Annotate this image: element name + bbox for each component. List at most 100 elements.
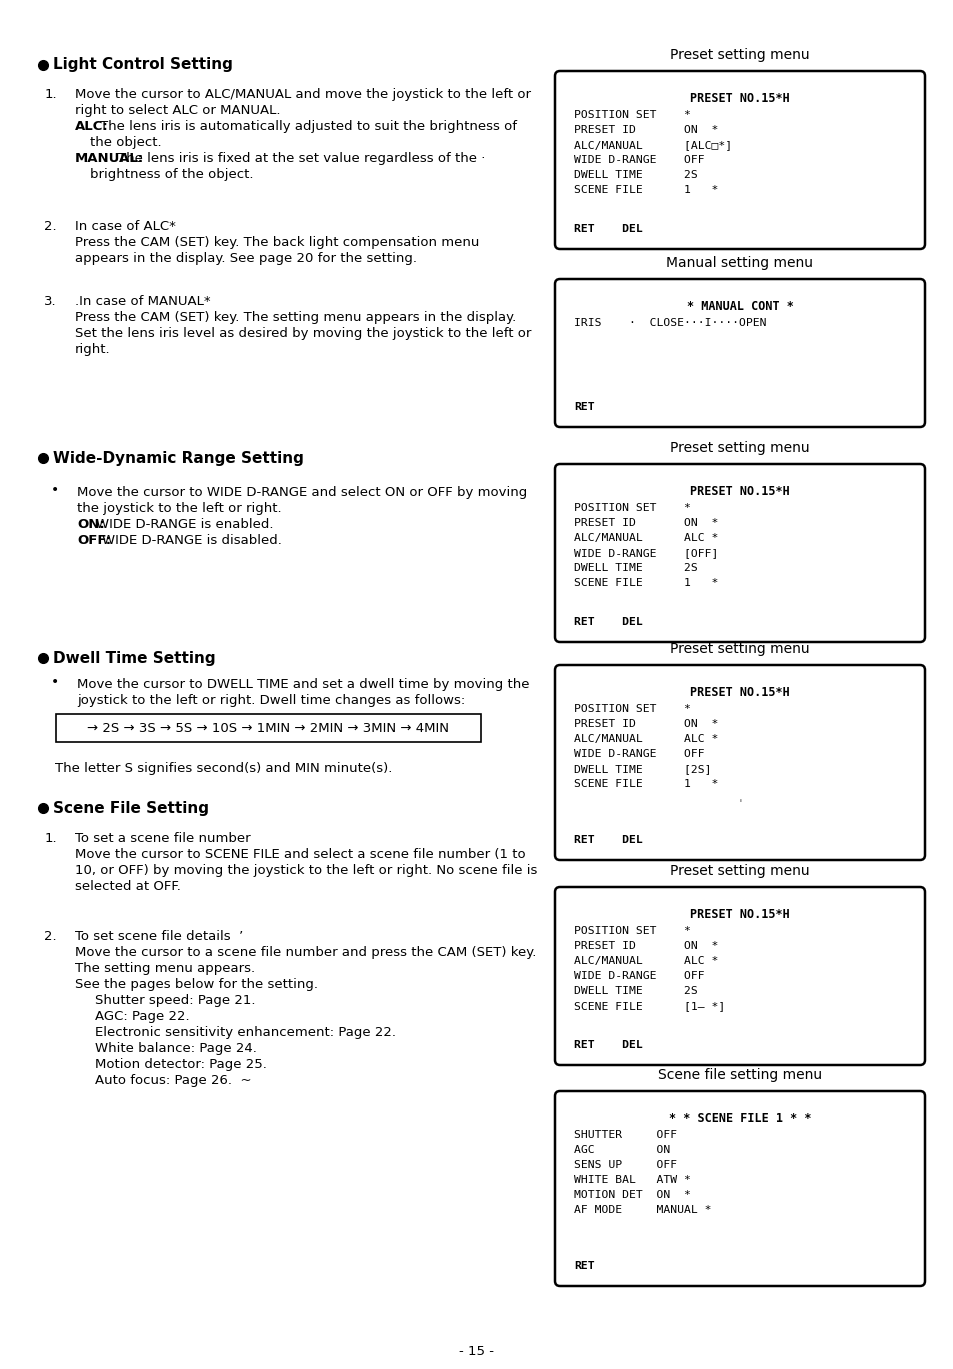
Text: DWELL TIME      2S: DWELL TIME 2S	[574, 563, 697, 574]
Text: Motion detector: Page 25.: Motion detector: Page 25.	[95, 1058, 267, 1071]
Text: Scene File Setting: Scene File Setting	[53, 801, 209, 816]
Text: .In case of MANUAL*: .In case of MANUAL*	[75, 294, 211, 308]
Text: See the pages below for the setting.: See the pages below for the setting.	[75, 977, 317, 991]
Text: joystick to the left or right. Dwell time changes as follows:: joystick to the left or right. Dwell tim…	[77, 694, 465, 706]
Text: OFF:: OFF:	[77, 534, 111, 548]
Text: RET    DEL: RET DEL	[574, 1040, 642, 1050]
FancyBboxPatch shape	[555, 887, 924, 1065]
Text: ALC/MANUAL      ALC *: ALC/MANUAL ALC *	[574, 533, 718, 543]
Text: POSITION SET    *: POSITION SET *	[574, 502, 690, 513]
Text: POSITION SET    *: POSITION SET *	[574, 704, 690, 715]
Text: IRIS    ·  CLOSE···I····OPEN: IRIS · CLOSE···I····OPEN	[574, 318, 765, 329]
Text: PRESET NO.15*H: PRESET NO.15*H	[689, 686, 789, 700]
Text: POSITION SET    *: POSITION SET *	[574, 110, 690, 120]
Text: Set the lens iris level as desired by moving the joystick to the left or: Set the lens iris level as desired by mo…	[75, 327, 531, 340]
Text: SENS UP     OFF: SENS UP OFF	[574, 1160, 677, 1170]
Text: ALC/MANUAL      ALC *: ALC/MANUAL ALC *	[574, 734, 718, 743]
Text: 2.: 2.	[45, 220, 57, 233]
FancyBboxPatch shape	[555, 665, 924, 860]
Text: ˈ: ˈ	[737, 799, 742, 809]
Text: PRESET ID       ON  *: PRESET ID ON *	[574, 719, 718, 730]
Text: WIDE D-RANGE is enabled.: WIDE D-RANGE is enabled.	[95, 517, 273, 531]
Bar	[56, 715, 480, 742]
Text: AGC         ON: AGC ON	[574, 1144, 670, 1155]
Text: WIDE D-RANGE    OFF: WIDE D-RANGE OFF	[574, 155, 704, 166]
Text: WIDE D-RANGE is disabled.: WIDE D-RANGE is disabled.	[102, 534, 281, 548]
Text: MOTION DET  ON  *: MOTION DET ON *	[574, 1190, 690, 1201]
Text: RET    DEL: RET DEL	[574, 617, 642, 627]
FancyBboxPatch shape	[555, 279, 924, 427]
Text: PRESET ID       ON  *: PRESET ID ON *	[574, 517, 718, 528]
Text: ALC/MANUAL      [ALC□*]: ALC/MANUAL [ALC□*]	[574, 140, 731, 151]
Text: PRESET ID       ON  *: PRESET ID ON *	[574, 125, 718, 136]
Text: Preset setting menu: Preset setting menu	[670, 864, 809, 878]
Text: Shutter speed: Page 21.: Shutter speed: Page 21.	[95, 994, 255, 1008]
Text: The lens iris is fixed at the set value regardless of the ·: The lens iris is fixed at the set value …	[118, 152, 485, 166]
Text: In case of ALC*: In case of ALC*	[75, 220, 175, 233]
Text: Auto focus: Page 26.  ~: Auto focus: Page 26. ~	[95, 1075, 252, 1087]
Text: the object.: the object.	[90, 136, 161, 149]
Text: ALC:: ALC:	[75, 120, 109, 133]
Text: Wide-Dynamic Range Setting: Wide-Dynamic Range Setting	[53, 450, 304, 465]
Text: Electronic sensitivity enhancement: Page 22.: Electronic sensitivity enhancement: Page…	[95, 1025, 395, 1039]
Text: Move the cursor to SCENE FILE and select a scene file number (1 to: Move the cursor to SCENE FILE and select…	[75, 847, 525, 861]
Text: 2.: 2.	[45, 930, 57, 943]
Text: Dwell Time Setting: Dwell Time Setting	[53, 650, 215, 665]
Text: The letter S signifies second(s) and MIN minute(s).: The letter S signifies second(s) and MIN…	[55, 763, 392, 775]
Text: brightness of the object.: brightness of the object.	[90, 168, 253, 181]
Text: To set a scene file number: To set a scene file number	[75, 832, 251, 845]
Text: Scene file setting menu: Scene file setting menu	[658, 1068, 821, 1082]
FancyBboxPatch shape	[555, 71, 924, 249]
Text: Press the CAM (SET) key. The setting menu appears in the display.: Press the CAM (SET) key. The setting men…	[75, 311, 516, 324]
FancyBboxPatch shape	[555, 464, 924, 642]
Text: MANUAL:: MANUAL:	[75, 152, 144, 166]
Text: ALC/MANUAL      ALC *: ALC/MANUAL ALC *	[574, 956, 718, 967]
Text: AGC: Page 22.: AGC: Page 22.	[95, 1010, 190, 1023]
Text: •: •	[51, 675, 59, 689]
Text: RET    DEL: RET DEL	[574, 225, 642, 234]
Text: → 2S → 3S → 5S → 10S → 1MIN → 2MIN → 3MIN → 4MIN: → 2S → 3S → 5S → 10S → 1MIN → 2MIN → 3MI…	[88, 721, 449, 735]
Text: WIDE D-RANGE    [OFF]: WIDE D-RANGE [OFF]	[574, 548, 718, 559]
Text: SCENE FILE      1   *: SCENE FILE 1 *	[574, 578, 718, 589]
Text: To set scene file details  ’: To set scene file details ’	[75, 930, 243, 943]
Text: •: •	[51, 483, 59, 497]
Text: Preset setting menu: Preset setting menu	[670, 441, 809, 455]
Text: - 15 -: - 15 -	[459, 1344, 494, 1358]
Text: Move the cursor to ALC/MANUAL and move the joystick to the left or: Move the cursor to ALC/MANUAL and move t…	[75, 88, 531, 101]
FancyBboxPatch shape	[555, 1091, 924, 1285]
Text: 10, or OFF) by moving the joystick to the left or right. No scene file is: 10, or OFF) by moving the joystick to th…	[75, 864, 537, 878]
Text: Move the cursor to DWELL TIME and set a dwell time by moving the: Move the cursor to DWELL TIME and set a …	[77, 678, 529, 691]
Text: SCENE FILE      1   *: SCENE FILE 1 *	[574, 779, 718, 789]
Text: PRESET NO.15*H: PRESET NO.15*H	[689, 92, 789, 105]
Text: right to select ALC or MANUAL.: right to select ALC or MANUAL.	[75, 104, 280, 116]
Text: Move the cursor to a scene file number and press the CAM (SET) key.: Move the cursor to a scene file number a…	[75, 946, 536, 960]
Text: Light Control Setting: Light Control Setting	[53, 57, 233, 73]
Text: AF MODE     MANUAL *: AF MODE MANUAL *	[574, 1205, 711, 1216]
Text: the joystick to the left or right.: the joystick to the left or right.	[77, 502, 281, 515]
Text: DWELL TIME      2S: DWELL TIME 2S	[574, 986, 697, 997]
Text: WHITE BAL   ATW *: WHITE BAL ATW *	[574, 1175, 690, 1186]
Text: PRESET NO.15*H: PRESET NO.15*H	[689, 485, 789, 498]
Text: * * SCENE FILE 1 * *: * * SCENE FILE 1 * *	[668, 1112, 810, 1125]
Text: Press the CAM (SET) key. The back light compensation menu: Press the CAM (SET) key. The back light …	[75, 235, 478, 249]
Text: SCENE FILE      [1— *]: SCENE FILE [1— *]	[574, 1001, 724, 1010]
Text: SCENE FILE      1   *: SCENE FILE 1 *	[574, 185, 718, 194]
Text: White balance: Page 24.: White balance: Page 24.	[95, 1042, 256, 1055]
Text: Move the cursor to WIDE D-RANGE and select ON or OFF by moving: Move the cursor to WIDE D-RANGE and sele…	[77, 486, 527, 498]
Text: PRESET ID       ON  *: PRESET ID ON *	[574, 941, 718, 951]
Text: WIDE D-RANGE    OFF: WIDE D-RANGE OFF	[574, 749, 704, 758]
Text: The setting menu appears.: The setting menu appears.	[75, 962, 254, 975]
Text: selected at OFF.: selected at OFF.	[75, 880, 181, 893]
Text: RET: RET	[574, 402, 594, 412]
Text: RET: RET	[574, 1261, 594, 1270]
Text: Preset setting menu: Preset setting menu	[670, 48, 809, 62]
Text: 3.: 3.	[45, 294, 57, 308]
Text: Preset setting menu: Preset setting menu	[670, 642, 809, 656]
Text: ON:: ON:	[77, 517, 105, 531]
Text: SHUTTER     OFF: SHUTTER OFF	[574, 1129, 677, 1140]
Text: DWELL TIME      [2S]: DWELL TIME [2S]	[574, 764, 711, 773]
Text: Manual setting menu: Manual setting menu	[666, 256, 813, 270]
Text: POSITION SET    *: POSITION SET *	[574, 925, 690, 936]
Text: right.: right.	[75, 344, 111, 356]
Text: * MANUAL CONT *: * MANUAL CONT *	[686, 300, 793, 314]
